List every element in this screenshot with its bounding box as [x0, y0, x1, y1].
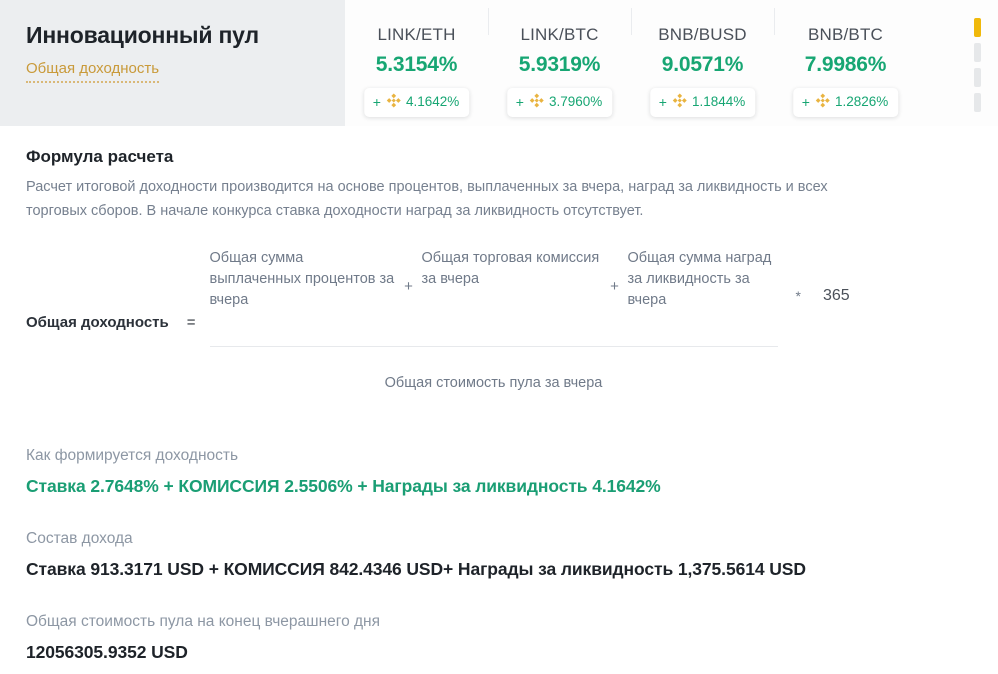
pagination-dot-4[interactable] [973, 93, 981, 112]
stat-pool-total-value: Общая стоимость пула на конец вчерашнего… [26, 611, 972, 664]
formula-lhs-label: Общая доходность [26, 313, 169, 331]
multiply-sign: * [795, 287, 801, 304]
stat-label: Состав дохода [26, 530, 133, 548]
pair-apy: 9.0571% [661, 53, 744, 77]
pair-bonus-badge: + 1.2826% [792, 88, 899, 117]
equals-sign: = [186, 313, 196, 331]
pair-bonus-value: 3.7960% [548, 94, 603, 109]
pool-header-left: Инновационный пул Общая доходность [0, 0, 345, 126]
pair-name: BNB/BTC [807, 25, 884, 44]
pair-bonus-value: 4.1642% [405, 94, 460, 109]
plus-sign: + [515, 93, 524, 110]
stat-value: Ставка 913.3171 USD + КОМИССИЯ 842.4346 … [26, 558, 806, 579]
pair-card[interactable]: LINK/BTC 5.9319% + [488, 0, 631, 117]
pair-bonus-value: 1.2826% [834, 94, 889, 109]
pagination-dot-2[interactable] [973, 43, 981, 62]
numerator-plus-1: + [404, 278, 413, 296]
formula-section-title: Формула расчета [26, 147, 174, 166]
bnb-icon [672, 93, 687, 111]
formula-numerator: Общая сумма выплаченных процентов за вче… [210, 245, 778, 346]
stats-list: Как формируется доходность Ставка 2.7648… [26, 445, 972, 665]
pair-bonus-badge: + 3.7960% [506, 88, 613, 117]
stat-value: Ставка 2.7648% + КОМИССИЯ 2.5506% + Нагр… [26, 475, 661, 496]
pair-card-list: LINK/ETH 5.3154% + [345, 0, 956, 117]
pair-apy: 5.3154% [375, 53, 458, 77]
pair-card[interactable]: LINK/ETH 5.3154% + [345, 0, 488, 117]
bnb-icon [815, 93, 830, 111]
stat-yield-breakdown: Как формируется доходность Ставка 2.7648… [26, 445, 972, 498]
pagination-dot-1[interactable] [973, 18, 981, 37]
pair-apy: 7.9986% [804, 53, 887, 77]
pair-bonus-badge: + 4.1642% [363, 88, 470, 117]
numerator-term-interest: Общая сумма выплаченных процентов за вче… [209, 250, 395, 309]
days-in-year-value: 365 [822, 286, 850, 304]
plus-sign: + [372, 93, 381, 110]
total-yield-label[interactable]: Общая доходность [26, 60, 160, 83]
plus-sign: + [658, 93, 667, 110]
stat-label: Как формируется доходность [26, 447, 239, 465]
numerator-term-fees: Общая торговая комиссия за вчера [421, 250, 600, 288]
pool-header-right: LINK/ETH 5.3154% + [345, 0, 998, 126]
pair-name: LINK/BTC [520, 25, 599, 44]
pair-bonus-badge: + 1.1844% [649, 88, 756, 117]
formula-fraction: Общая сумма выплаченных процентов за вче… [209, 245, 778, 394]
pair-name: LINK/ETH [377, 25, 456, 44]
formula-section-description: Расчет итоговой доходности производится … [26, 179, 828, 219]
pair-apy: 5.9319% [518, 53, 601, 77]
main-content: Формула расчета Расчет итоговой доходнос… [0, 126, 998, 665]
bnb-icon [386, 93, 401, 111]
formula-left-hand-side: Общая доходность = [26, 245, 210, 397]
pair-pagination[interactable] [956, 0, 998, 112]
pool-header: Инновационный пул Общая доходность LINK/… [0, 0, 998, 126]
stat-value: 12056305.9352 USD [26, 642, 188, 663]
numerator-plus-2: + [610, 278, 619, 296]
pair-card[interactable]: BNB/BTC 7.9986% + [774, 0, 917, 117]
pair-bonus-value: 1.1844% [691, 94, 746, 109]
formula-denominator: Общая стоимость пула за вчера [384, 375, 603, 392]
pair-name: BNB/BUSD [658, 25, 747, 44]
stat-income-composition: Состав дохода Ставка 913.3171 USD + КОМИ… [26, 528, 972, 581]
pagination-dot-3[interactable] [973, 68, 981, 87]
fraction-bar [209, 346, 778, 348]
formula-multiplier: * 365 [778, 245, 850, 346]
pair-card[interactable]: BNB/BUSD 9.0571% + [631, 0, 774, 117]
page-title: Инновационный пул [26, 22, 259, 48]
stat-label: Общая стоимость пула на конец вчерашнего… [26, 613, 380, 631]
bnb-icon [529, 93, 544, 111]
plus-sign: + [801, 93, 810, 110]
yield-formula: Общая доходность = Общая сумма выплаченн… [26, 245, 972, 397]
numerator-term-rewards: Общая сумма наград за ликвидность за вче… [627, 250, 772, 309]
